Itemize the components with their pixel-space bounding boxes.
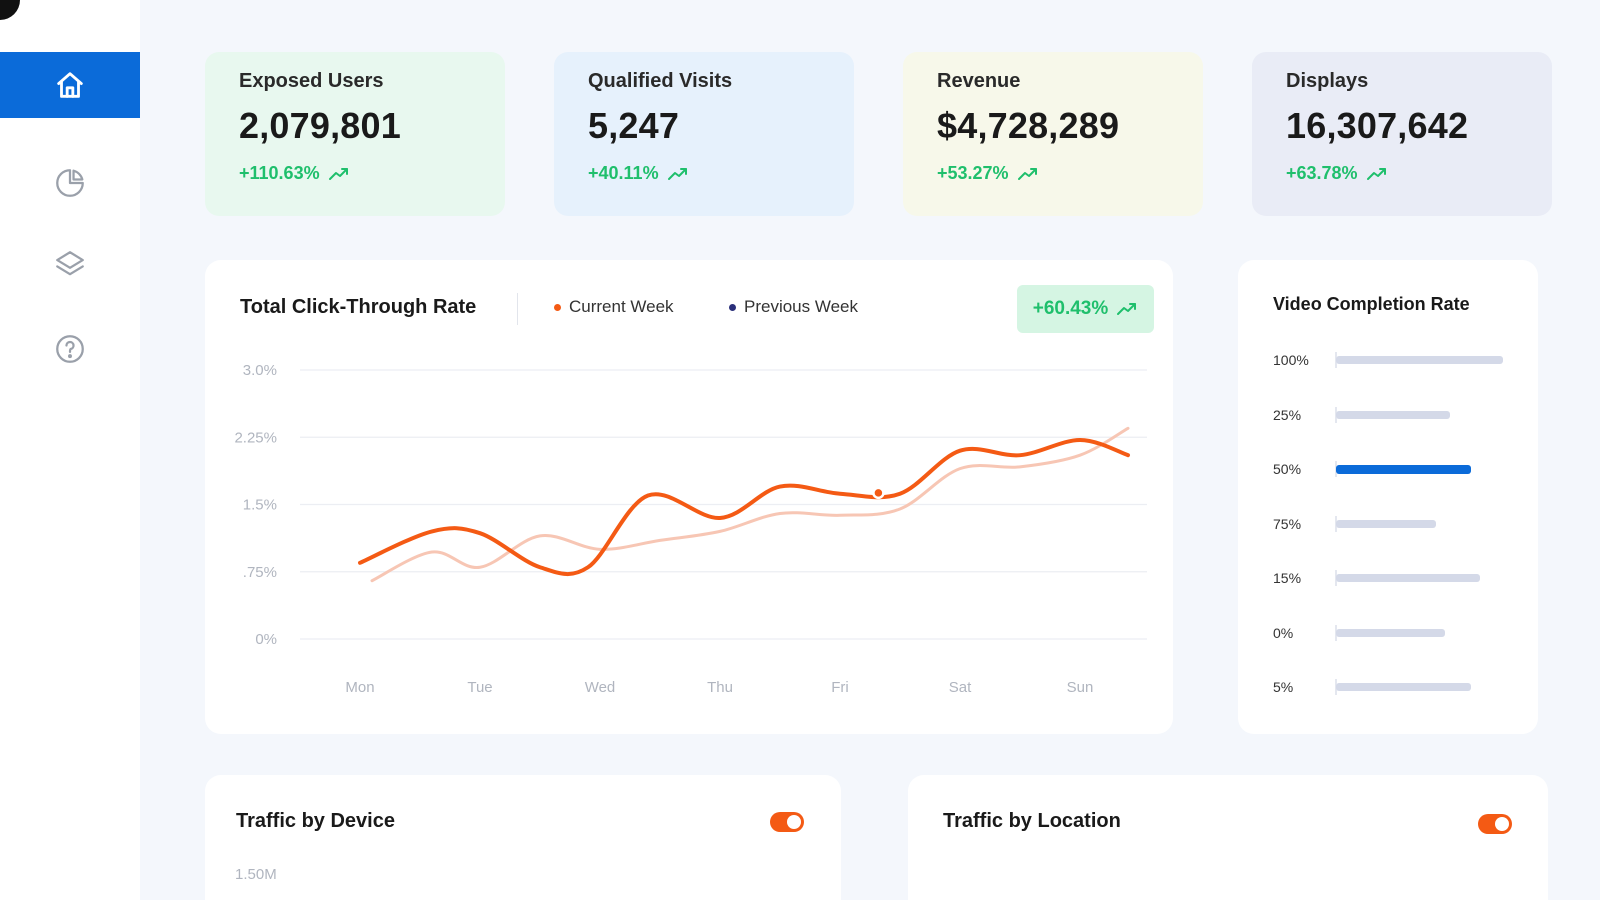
sidebar bbox=[0, 0, 140, 900]
device-title: Traffic by Device bbox=[236, 810, 395, 832]
device-toggle[interactable] bbox=[770, 812, 804, 832]
x-tick-label: Mon bbox=[345, 679, 374, 696]
trend-up-icon bbox=[667, 167, 687, 180]
ctr-panel bbox=[205, 260, 1173, 734]
layers-icon bbox=[56, 251, 84, 276]
vcr-bar[interactable] bbox=[1336, 410, 1450, 419]
stat-label: Displays bbox=[1286, 70, 1369, 92]
stat-value: 5,247 bbox=[588, 105, 680, 146]
ctr-change-badge: +60.43% bbox=[1017, 285, 1154, 333]
pie-chart-icon bbox=[56, 169, 84, 197]
x-tick-label: Sun bbox=[1067, 679, 1094, 696]
legend-dot bbox=[729, 303, 736, 311]
vcr-bar[interactable] bbox=[1336, 465, 1471, 474]
vcr-bar[interactable] bbox=[1336, 574, 1480, 582]
x-tick-label: Wed bbox=[585, 679, 616, 696]
stat-card-exposed-users: Exposed Users 2,079,801 +110.63% bbox=[205, 52, 505, 216]
nav-help[interactable] bbox=[0, 316, 140, 382]
stat-label: Exposed Users bbox=[239, 70, 384, 92]
y-tick-label: 3.0% bbox=[243, 362, 277, 379]
stat-change: +53.27% bbox=[937, 163, 1169, 184]
stat-change: +110.63% bbox=[239, 163, 471, 184]
title-divider bbox=[517, 293, 518, 325]
stat-label: Qualified Visits bbox=[588, 70, 733, 92]
vcr-label: 75% bbox=[1273, 515, 1302, 532]
stat-value: $4,728,289 bbox=[937, 105, 1120, 146]
vcr-bar[interactable] bbox=[1336, 628, 1445, 637]
vcr-label: 5% bbox=[1273, 679, 1294, 695]
x-tick-label: Fri bbox=[831, 679, 849, 696]
stat-value: 16,307,642 bbox=[1286, 105, 1469, 146]
ctr-title: Total Click-Through Rate bbox=[240, 296, 477, 318]
vcr-bar[interactable] bbox=[1336, 519, 1436, 528]
stat-change-value: +53.27% bbox=[937, 163, 1009, 183]
vcr-label: 15% bbox=[1273, 570, 1302, 586]
vcr-panel bbox=[1238, 260, 1538, 734]
legend-label: Previous Week bbox=[744, 297, 859, 316]
vcr-label: 50% bbox=[1273, 461, 1302, 477]
vcr-label: 25% bbox=[1273, 406, 1302, 423]
home-icon bbox=[57, 72, 83, 98]
toggle-knob bbox=[787, 815, 801, 829]
x-tick-label: Tue bbox=[467, 679, 492, 696]
vcr-bar[interactable] bbox=[1336, 356, 1503, 364]
legend-label: Current Week bbox=[569, 297, 674, 316]
ctr-line-chart: 3.0% 2.25% 1.5% .75% 0% Mon Tue Wed Thu Fri Sat Sun bbox=[234, 362, 1147, 696]
stat-change: +63.78% bbox=[1286, 163, 1518, 184]
x-tick-label: Sat bbox=[949, 679, 972, 696]
stat-card-revenue: Revenue $4,728,289 +53.27% bbox=[903, 52, 1203, 216]
y-tick-label: 1.5% bbox=[243, 497, 277, 514]
stat-change-value: +63.78% bbox=[1286, 163, 1358, 183]
vcr-title: Video Completion Rate bbox=[1273, 294, 1470, 314]
location-toggle[interactable] bbox=[1478, 814, 1512, 834]
series-line-previous-week bbox=[370, 426, 1130, 583]
ctr-change-value: +60.43% bbox=[1032, 298, 1109, 319]
series-line-current-week bbox=[358, 437, 1130, 577]
trend-up-icon bbox=[1017, 167, 1037, 180]
legend-previous-week[interactable]: Previous Week bbox=[729, 297, 858, 317]
stat-change-value: +110.63% bbox=[239, 163, 320, 183]
stat-card-qualified-visits: Qualified Visits 5,247 +40.11% bbox=[554, 52, 854, 216]
device-panel bbox=[205, 775, 841, 900]
stat-label: Revenue bbox=[937, 70, 1021, 92]
trend-up-icon bbox=[1117, 303, 1137, 315]
trend-up-icon bbox=[328, 167, 348, 180]
hover-point[interactable] bbox=[872, 486, 885, 500]
stat-card-displays: Displays 16,307,642 +63.78% bbox=[1252, 52, 1552, 216]
legend-dot bbox=[554, 303, 561, 311]
trend-up-icon bbox=[1366, 167, 1386, 180]
window-corner bbox=[0, 0, 20, 20]
vcr-bar[interactable] bbox=[1336, 683, 1471, 691]
device-axis-tick: 1.50M bbox=[235, 866, 277, 883]
nav-home[interactable] bbox=[0, 52, 140, 118]
nav-analytics[interactable] bbox=[0, 150, 140, 216]
location-panel bbox=[908, 775, 1548, 900]
x-tick-label: Thu bbox=[707, 679, 733, 696]
stat-value: 2,079,801 bbox=[239, 105, 401, 146]
stat-change: +40.11% bbox=[588, 163, 820, 184]
legend-current-week[interactable]: Current Week bbox=[554, 297, 674, 317]
stat-change-value: +40.11% bbox=[588, 163, 659, 183]
location-title: Traffic by Location bbox=[943, 810, 1121, 832]
vcr-label: 0% bbox=[1273, 624, 1294, 641]
toggle-knob bbox=[1495, 817, 1509, 831]
vcr-label: 100% bbox=[1273, 352, 1309, 368]
help-icon bbox=[56, 335, 84, 363]
nav-layers[interactable] bbox=[0, 232, 140, 298]
y-tick-label: .75% bbox=[243, 564, 277, 581]
y-tick-label: 0% bbox=[255, 631, 277, 648]
y-tick-label: 2.25% bbox=[234, 429, 277, 446]
